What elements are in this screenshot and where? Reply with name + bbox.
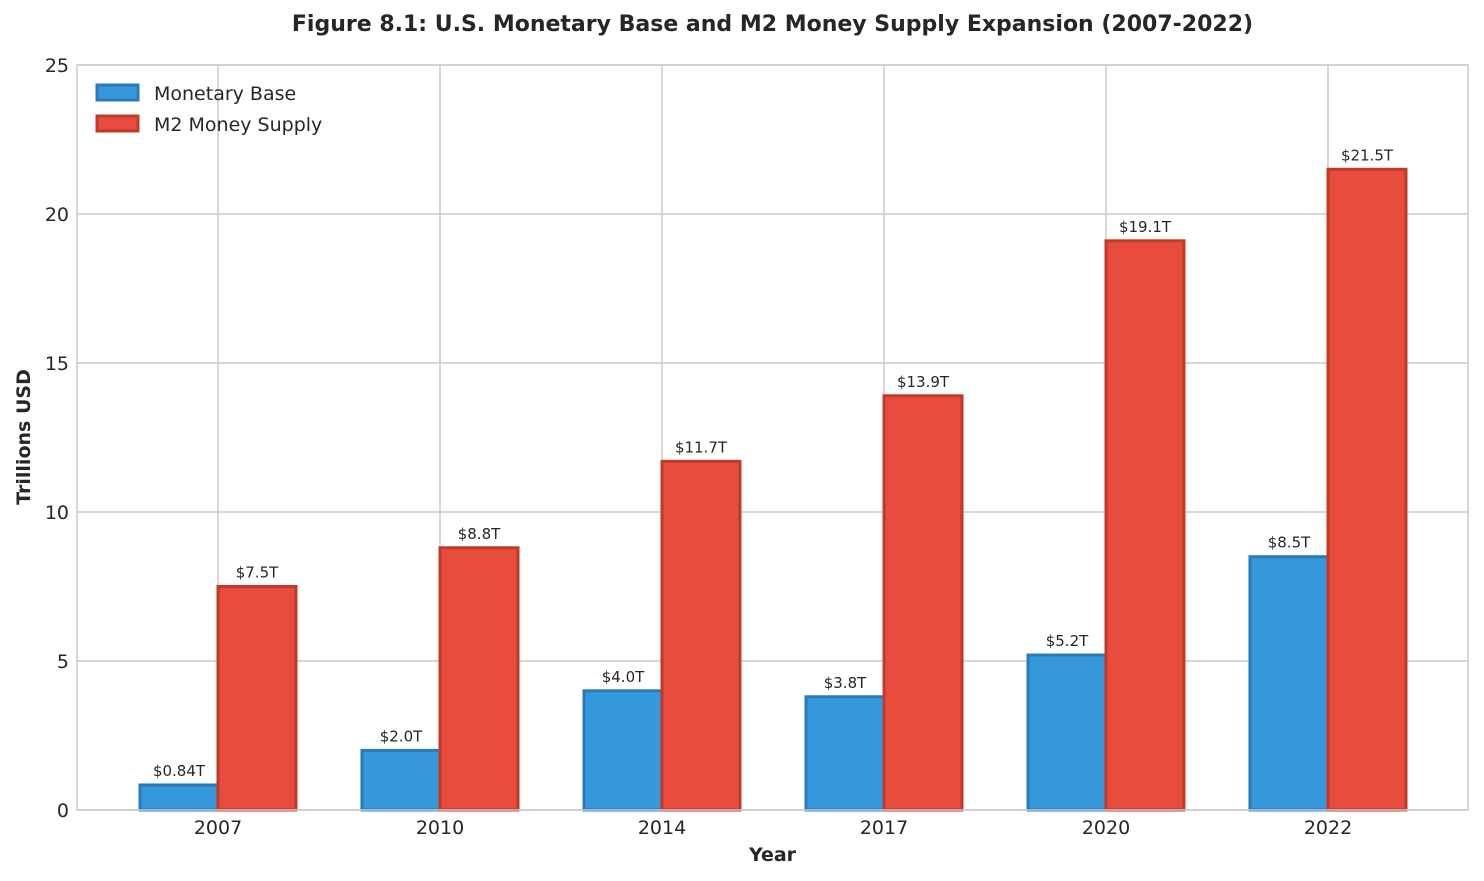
y-axis-label: Trillions USD <box>13 369 35 505</box>
y-tick-label: 5 <box>57 651 69 673</box>
y-tick-label: 15 <box>45 353 69 375</box>
x-axis-label: Year <box>748 844 797 866</box>
bar-m2-2007 <box>216 585 298 812</box>
data-label: $13.9T <box>897 373 950 391</box>
x-tick-label: 2017 <box>860 817 908 839</box>
data-label: $7.5T <box>236 564 279 582</box>
plot-frame <box>76 64 1469 811</box>
y-tick-label: 10 <box>45 502 69 524</box>
bar-m2-2010 <box>438 546 520 812</box>
x-tick-label: 2020 <box>1082 817 1130 839</box>
data-label: $3.8T <box>824 674 867 692</box>
bar-m2-2017 <box>882 394 964 812</box>
data-label: $4.0T <box>602 668 645 686</box>
data-label: $21.5T <box>1341 146 1394 164</box>
y-tick-label: 25 <box>45 55 69 77</box>
data-label: $8.5T <box>1268 534 1311 552</box>
data-label: $5.2T <box>1046 632 1089 650</box>
data-label: $0.84T <box>153 762 206 780</box>
data-label: $19.1T <box>1119 218 1172 236</box>
bar-m2-2022 <box>1326 167 1408 812</box>
bar-monetary-base-2022 <box>1248 555 1330 812</box>
x-tick-label: 2007 <box>194 817 242 839</box>
bar-monetary-base-2010 <box>360 748 442 812</box>
chart-title: Figure 8.1: U.S. Monetary Base and M2 Mo… <box>291 12 1254 37</box>
legend-swatch <box>95 114 140 133</box>
bar-monetary-base-2017 <box>804 695 886 812</box>
legend-label: M2 Money Supply <box>154 114 322 136</box>
data-label: $2.0T <box>380 727 423 745</box>
bar-m2-2020 <box>1104 239 1186 812</box>
data-label: $8.8T <box>458 525 501 543</box>
x-tick-label: 2014 <box>638 817 686 839</box>
x-tick-label: 2022 <box>1304 817 1352 839</box>
legend-swatch <box>95 83 140 102</box>
bar-monetary-base-2020 <box>1026 653 1108 812</box>
y-tick-label: 20 <box>45 204 69 226</box>
x-tick-label: 2010 <box>416 817 464 839</box>
data-label: $11.7T <box>675 438 728 456</box>
bar-monetary-base-2007 <box>138 783 220 812</box>
y-tick-label: 0 <box>57 800 69 822</box>
bar-m2-2014 <box>660 459 742 812</box>
legend-label: Monetary Base <box>154 83 296 105</box>
bar-monetary-base-2014 <box>582 689 664 812</box>
